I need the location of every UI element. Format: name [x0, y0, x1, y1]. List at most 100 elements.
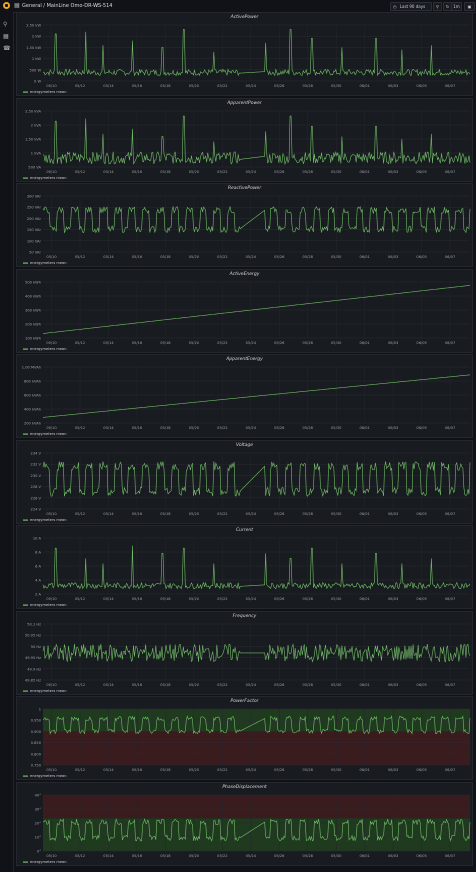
- x-tick-label: 06/07: [445, 255, 455, 259]
- x-tick-label: 06/03: [388, 341, 398, 345]
- x-tick-label: 05/24: [246, 768, 257, 772]
- y-tick-label: 300 kWh: [25, 308, 41, 312]
- time-series-chart: 50.1 Hz 50.05 Hz 50 Hz 49.95 Hz 49.9 Hz 49.85…: [23, 622, 471, 693]
- panel-powerfactor[interactable]: PowerFactor 1 0.950 0.900 0.850 0.800 0.750 05/…: [16, 696, 473, 780]
- refresh-interval-picker[interactable]: 1m: [451, 2, 462, 11]
- x-tick-label: 06/03: [388, 597, 398, 601]
- x-tick-label: 06/03: [388, 768, 398, 772]
- legend-color: [23, 177, 28, 179]
- x-tick-label: 05/18: [160, 170, 171, 174]
- panel-title[interactable]: Current: [235, 528, 254, 533]
- x-tick-label: 06/05: [416, 512, 426, 516]
- time-series-chart: 1.00 MVAh 800 kVAh 600 kVAh 400 kVAh 200 kVA…: [22, 366, 471, 436]
- time-series-chart: 234 V 232 V 230 V 228 V 226 V 224 V 05/10 05/12…: [23, 451, 471, 522]
- x-tick-label: 05/12: [75, 768, 85, 772]
- panel-apparentpower[interactable]: ApparentPower 2.50 kVA 2 kVA 1.50 kVA 1 kVA 5…: [16, 97, 473, 182]
- dashboards-icon[interactable]: ▦: [3, 33, 9, 40]
- panel-current[interactable]: Current 10 A 8 A 6 A 4 A 2 A 05/10 05/12 05/14 05…: [16, 525, 473, 609]
- side-nav: ⚲ ▦ ☎: [0, 12, 14, 872]
- panel-voltage[interactable]: Voltage 234 V 232 V 230 V 228 V 226 V 224 V 05/…: [16, 439, 473, 524]
- grid-icon[interactable]: ▦: [14, 2, 20, 9]
- x-tick-label: 05/16: [132, 255, 143, 259]
- panel-reactivepower[interactable]: ReactivePower 300 VAr 250 VAr 200 VAr 150 VA…: [16, 183, 473, 267]
- zoom-out-button[interactable]: ⚲: [433, 2, 442, 11]
- x-tick-label: 05/20: [189, 597, 200, 601]
- x-tick-label: 05/24: [246, 512, 257, 516]
- y-tick-label: 150 VAr: [27, 228, 42, 232]
- y-tick-label: 228 V: [31, 485, 42, 489]
- x-tick-label: 06/01: [359, 768, 369, 772]
- threshold-zone-alert: [43, 731, 470, 765]
- panel-phasedisplacement[interactable]: PhaseDisplacement 40° 30° 20° 10° 0° 05/10 05/1…: [16, 781, 473, 866]
- x-tick-label: 05/12: [75, 683, 85, 687]
- panel-activeenergy[interactable]: ActiveEnergy 500 kWh 400 kWh 300 kWh 200 kWh…: [16, 268, 473, 353]
- x-tick-label: 06/07: [445, 84, 455, 88]
- time-series-chart: 10 A 8 A 6 A 4 A 2 A 05/10 05/12 05/14 05/16 05/1…: [23, 537, 471, 607]
- x-tick-label: 05/28: [303, 84, 314, 88]
- x-tick-label: 05/22: [217, 341, 227, 345]
- x-tick-label: 06/05: [416, 683, 426, 687]
- x-tick-label: 06/03: [388, 512, 398, 516]
- panel-title[interactable]: PhaseDisplacement: [222, 784, 267, 790]
- legend-color: [23, 604, 28, 606]
- x-tick-label: 06/03: [388, 854, 398, 858]
- y-tick-label: 49.85 Hz: [25, 678, 41, 682]
- x-tick-label: 05/26: [274, 854, 285, 858]
- x-tick-label: 06/07: [445, 597, 455, 601]
- x-tick-label: 05/30: [331, 683, 342, 687]
- x-tick-label: 06/05: [416, 426, 426, 430]
- x-tick-label: 05/16: [132, 84, 143, 88]
- panel-title[interactable]: Voltage: [236, 442, 253, 448]
- panel-apparentenergy[interactable]: ApparentEnergy 1.00 MVAh 800 kVAh 600 kVAh 4…: [16, 354, 473, 438]
- threshold-zone-alert: [43, 794, 470, 818]
- bell-icon[interactable]: ☎: [3, 45, 11, 52]
- breadcrumb[interactable]: General / MainLine Omo-DR-WS-514: [22, 3, 113, 9]
- legend-color: [23, 91, 28, 93]
- x-tick-label: 05/14: [103, 597, 114, 601]
- panel-title[interactable]: ApparentPower: [227, 100, 262, 106]
- x-tick-label: 05/22: [217, 683, 227, 687]
- panel-title[interactable]: ActivePower: [230, 15, 259, 20]
- y-tick-label: 100 kWh: [25, 336, 41, 340]
- x-tick-label: 06/01: [359, 341, 369, 345]
- x-tick-label: 05/24: [246, 597, 257, 601]
- legend-label: energymeters mean: [30, 261, 67, 265]
- grafana-logo-icon[interactable]: [3, 2, 10, 9]
- y-tick-label: 4 A: [35, 579, 41, 583]
- x-tick-label: 05/20: [189, 854, 200, 858]
- x-tick-label: 06/05: [416, 341, 426, 345]
- legend-label: energymeters mean: [30, 347, 67, 351]
- x-tick-label: 05/26: [274, 341, 285, 345]
- refresh-icon: ↻: [445, 4, 450, 9]
- x-tick-label: 05/12: [75, 170, 85, 174]
- panel-title[interactable]: ApparentEnergy: [226, 357, 263, 362]
- y-tick-label: 50.05 Hz: [25, 633, 41, 637]
- x-tick-label: 05/14: [103, 768, 114, 772]
- y-tick-label: 500 VA: [28, 165, 41, 169]
- panel-title[interactable]: PowerFactor: [230, 699, 259, 704]
- panel-title[interactable]: Frequency: [232, 613, 257, 619]
- time-series-chart: 2.50 kW 2 kW 1.50 kW 1 kW 500 W 0 W 05/10 05/12…: [23, 24, 471, 94]
- legend-label: energymeters mean: [30, 432, 67, 436]
- panel-title[interactable]: ReactivePower: [227, 186, 262, 191]
- legend-color: [23, 433, 28, 435]
- share-icon[interactable]: <: [95, 3, 100, 9]
- panel-frequency[interactable]: Frequency 50.1 Hz 50.05 Hz 50 Hz 49.95 Hz 49.…: [16, 610, 473, 695]
- x-tick-label: 05/30: [331, 854, 342, 858]
- panel-title[interactable]: ActiveEnergy: [229, 271, 260, 277]
- time-range-picker[interactable]: ◷ Last 90 days ⌄: [390, 2, 432, 16]
- panel-activepower[interactable]: ActivePower 2.50 kW 2 kW 1.50 kW 1 kW 500 W 0 …: [16, 12, 473, 96]
- y-tick-label: 226 V: [31, 496, 42, 500]
- legend-color: [23, 861, 28, 863]
- x-tick-label: 05/26: [274, 170, 285, 174]
- x-tick-label: 05/14: [103, 255, 114, 259]
- x-tick-label: 05/10: [46, 84, 57, 88]
- x-tick-label: 05/30: [331, 426, 342, 430]
- x-tick-label: 05/18: [160, 768, 171, 772]
- legend-color: [23, 519, 28, 521]
- x-tick-label: 06/03: [388, 683, 398, 687]
- search-icon[interactable]: ⚲: [3, 21, 8, 28]
- x-tick-label: 06/03: [388, 170, 398, 174]
- y-tick-label: 250 VAr: [27, 206, 42, 210]
- tv-mode-button[interactable]: ▣: [464, 2, 475, 11]
